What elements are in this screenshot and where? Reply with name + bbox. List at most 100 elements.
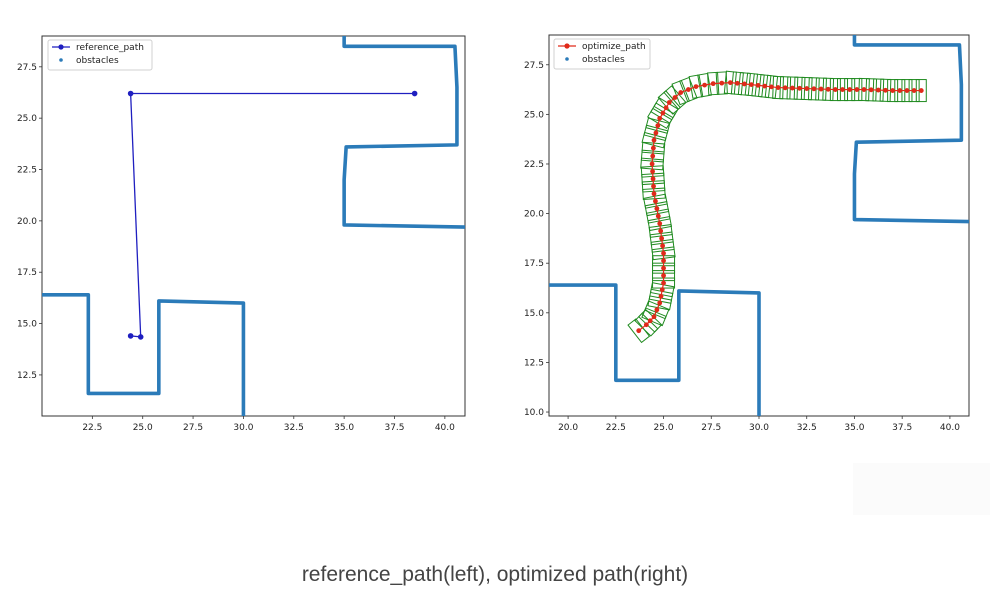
optimize-path-point (811, 86, 817, 92)
y-tick-label: 15.0 (17, 320, 37, 330)
x-tick-label: 32.5 (797, 423, 817, 433)
optimize-path-point (755, 82, 761, 88)
optimize-path-point (658, 293, 664, 299)
optimize-path-point (653, 130, 659, 136)
optimize-path-point (685, 87, 691, 92)
optimize-path-point (678, 90, 684, 95)
y-tick-label: 10.0 (524, 408, 544, 418)
x-tick-label: 35.0 (334, 423, 354, 433)
y-tick-label: 12.5 (17, 371, 37, 381)
optimize-path-point (782, 85, 788, 91)
right-legend: optimize_path obstacles (553, 38, 651, 70)
optimize-path-point (650, 153, 656, 159)
optimize-path-point (636, 328, 642, 334)
x-tick-label: 40.0 (940, 423, 960, 433)
obstacle-boundary (342, 36, 466, 229)
right-legend-label-path: optimize_path (582, 42, 646, 52)
optimize-path-point (904, 88, 910, 93)
optimize-path-point (655, 123, 661, 129)
optimize-path-point (847, 87, 853, 92)
optimize-path-point (661, 273, 666, 279)
obstacle-boundary (549, 283, 761, 416)
optimize-path-point (918, 88, 924, 93)
optimize-path-point (660, 243, 665, 249)
x-tick-label: 37.5 (384, 423, 404, 433)
optimize-path-point (883, 87, 888, 93)
optimize-path-point (911, 88, 917, 93)
optimize-path-point (818, 86, 824, 92)
optimize-path-point (650, 145, 656, 151)
x-tick-label: 27.5 (183, 423, 203, 433)
optimize-path-point (653, 198, 658, 204)
optimize-path-point (797, 85, 802, 91)
y-tick-label: 27.5 (17, 63, 37, 73)
optimize-path-point (762, 83, 768, 89)
optimize-path-point (702, 82, 707, 88)
optimize-path-point (727, 80, 733, 86)
optimize-path-point (719, 80, 725, 86)
left-legend-label-obstacles: obstacles (76, 56, 119, 66)
y-tick-label: 17.5 (17, 268, 37, 278)
y-tick-label: 22.5 (524, 160, 544, 170)
left-legend-box (47, 39, 153, 71)
optimize-path-point (657, 300, 663, 306)
left-legend-marker-swatch (58, 44, 64, 50)
left-legend: reference_path obstacles (47, 39, 153, 71)
x-tick-label: 25.0 (133, 423, 153, 433)
reference-path-line (129, 92, 415, 338)
optimize-path-point (654, 307, 660, 313)
left-reference-path (127, 90, 418, 340)
background-patch (853, 463, 990, 515)
optimize-path-point (710, 81, 716, 87)
left-legend-obstacle-swatch (59, 58, 63, 62)
y-tick-label: 17.5 (524, 259, 544, 269)
left-chart: 22.5 25.0 27.5 30.0 32.5 35.0 37.5 40.0 12.5 15.0… (17, 35, 466, 433)
reference-path-point (411, 90, 418, 97)
y-tick-label: 15.0 (524, 309, 544, 319)
x-tick-label: 40.0 (435, 423, 455, 433)
x-tick-label: 32.5 (284, 423, 304, 433)
optimize-path-point (651, 314, 657, 320)
obstacle-boundary (42, 293, 246, 416)
y-tick-label: 27.5 (524, 61, 544, 71)
optimize-path-point (666, 100, 672, 105)
optimize-path-point (868, 87, 874, 93)
reference-path-point (127, 333, 134, 339)
optimize-path-point (769, 84, 774, 90)
optimize-path-point (825, 86, 831, 92)
optimize-path-point (672, 95, 678, 100)
optimize-path-point (875, 87, 881, 93)
right-legend-obstacle-swatch (565, 57, 569, 61)
y-tick-label: 20.0 (17, 217, 37, 227)
optimize-path-point (748, 82, 754, 88)
optimize-path-point (897, 88, 903, 93)
optimize-path-point (663, 105, 669, 111)
optimize-path-point (655, 213, 661, 219)
optimize-path-point (890, 88, 896, 93)
optimize-path-point (647, 318, 653, 324)
figure-caption: reference_path(left), optimized path(rig… (301, 563, 689, 586)
optimize-path-point (804, 86, 810, 91)
optimize-path-point (643, 322, 649, 328)
optimize-path-point (741, 81, 747, 87)
left-legend-label-path: reference_path (76, 43, 144, 53)
optimize-path-point (650, 176, 656, 182)
left-obstacles (42, 36, 466, 416)
left-axis-ticks: 22.5 25.0 27.5 30.0 32.5 35.0 37.5 40.0 12.5 15.0… (17, 63, 455, 433)
y-tick-label: 22.5 (17, 166, 37, 176)
right-optimize-path (636, 80, 924, 334)
right-obstacles (549, 35, 970, 416)
x-tick-label: 20.0 (558, 423, 578, 433)
optimize-path-point (650, 169, 655, 174)
x-tick-label: 25.0 (654, 423, 674, 433)
x-tick-label: 27.5 (701, 423, 721, 433)
x-tick-label: 22.5 (82, 423, 102, 433)
optimize-path-point (861, 87, 867, 92)
optimize-path-point (651, 137, 657, 143)
right-legend-marker-swatch (564, 43, 570, 49)
x-tick-label: 22.5 (606, 423, 626, 433)
optimize-path-point (661, 280, 666, 286)
optimize-path-point (658, 228, 664, 234)
x-tick-label: 37.5 (892, 423, 912, 433)
